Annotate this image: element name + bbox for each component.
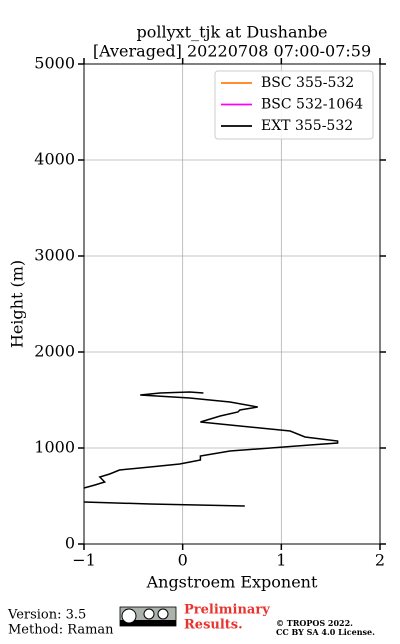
y-tick-label: 1000 <box>34 438 75 457</box>
x-tick-label: 0 <box>178 551 188 570</box>
x-tick-label: 2 <box>375 551 385 570</box>
y-tick-label: 5000 <box>34 54 75 73</box>
legend-label: BSC 355-532 <box>261 75 354 91</box>
preliminary: Results. <box>184 618 243 633</box>
y-tick-label: 4000 <box>34 150 75 169</box>
version: Version: 3.5 <box>7 608 86 623</box>
x-tick-label: 1 <box>276 551 286 570</box>
y-tick-label: 0 <box>65 534 75 553</box>
legend-box <box>214 70 374 140</box>
x-tick-label: −1 <box>72 551 96 570</box>
preliminary: Preliminary <box>184 603 270 618</box>
x-axis-label: Angstroem Exponent <box>146 573 318 592</box>
plot-frame <box>83 63 381 545</box>
legend-label: EXT 355-532 <box>261 118 353 134</box>
legend-label: BSC 532-1064 <box>261 97 363 113</box>
license: CC BY SA 4.0 License. <box>276 627 375 637</box>
profile-line <box>83 391 339 507</box>
y-tick-label: 3000 <box>34 246 75 265</box>
copyright: © TROPOS 2022. <box>276 618 353 628</box>
chart-title: pollyxt_tjk at Dushanbe <box>136 23 327 42</box>
y-axis-label: Height (m) <box>8 260 27 348</box>
y-tick-label: 2000 <box>34 342 75 361</box>
cc-icon <box>119 606 177 627</box>
chart-subtitle: [Averaged] 20220708 07:00-07:59 <box>93 42 371 61</box>
method: Method: Raman <box>8 623 114 638</box>
